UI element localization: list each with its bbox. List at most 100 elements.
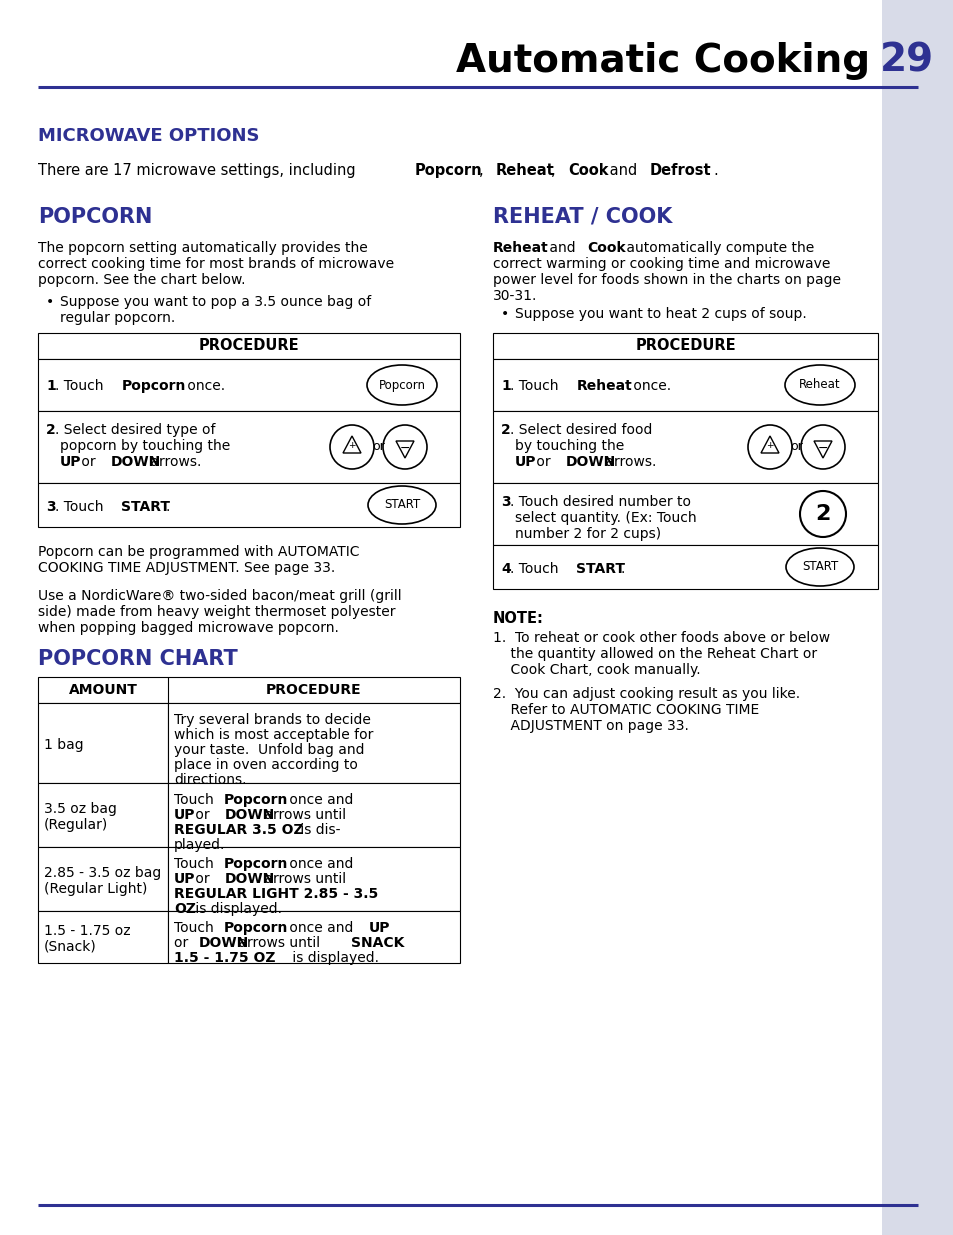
Text: Popcorn can be programmed with AUTOMATIC: Popcorn can be programmed with AUTOMATIC [38,545,359,559]
Text: . Select desired food: . Select desired food [509,424,652,437]
FancyBboxPatch shape [493,483,877,545]
Text: +: + [348,441,355,450]
Text: Reheat: Reheat [576,379,632,393]
Text: or: or [372,441,384,453]
Text: once and: once and [285,857,354,871]
Text: DOWN: DOWN [111,454,161,469]
Text: . Touch: . Touch [54,500,108,514]
Text: . Touch: . Touch [509,562,562,576]
Text: .: . [619,562,624,576]
Text: or: or [532,454,555,469]
Text: by touching the: by touching the [515,438,623,453]
Text: directions.: directions. [173,773,246,787]
Text: Popcorn: Popcorn [224,793,288,806]
Text: OZ: OZ [173,902,195,916]
Text: Reheat: Reheat [799,378,840,391]
Text: 3.5 oz bag: 3.5 oz bag [44,802,117,816]
Text: . Select desired type of: . Select desired type of [54,424,215,437]
Text: Popcorn: Popcorn [224,857,288,871]
Text: +: + [765,441,773,450]
Text: START: START [121,500,171,514]
FancyBboxPatch shape [493,545,877,589]
Text: select quantity. (Ex: Touch: select quantity. (Ex: Touch [515,511,696,525]
Text: DOWN: DOWN [225,872,274,885]
Text: (Regular): (Regular) [44,818,108,832]
FancyBboxPatch shape [493,411,877,483]
Text: 3: 3 [500,495,510,509]
Text: DOWN: DOWN [225,808,274,823]
Text: Suppose you want to heat 2 cups of soup.: Suppose you want to heat 2 cups of soup. [515,308,806,321]
Text: REHEAT / COOK: REHEAT / COOK [493,207,672,227]
Text: once and: once and [285,921,357,935]
Text: ,: , [478,163,487,178]
Text: Popcorn: Popcorn [224,921,288,935]
Text: 29: 29 [879,42,933,80]
Text: Cook: Cook [586,241,625,254]
Text: arrows until: arrows until [259,872,346,885]
Text: PROCEDURE: PROCEDURE [198,338,299,353]
Text: number 2 for 2 cups): number 2 for 2 cups) [515,527,660,541]
FancyBboxPatch shape [38,677,459,703]
Text: Use a NordicWare® two-sided bacon/meat grill (grill: Use a NordicWare® two-sided bacon/meat g… [38,589,401,603]
Ellipse shape [368,487,436,524]
Text: Defrost: Defrost [648,163,710,178]
Text: Suppose you want to pop a 3.5 ounce bag of: Suppose you want to pop a 3.5 ounce bag … [60,295,371,309]
Text: popcorn by touching the: popcorn by touching the [60,438,230,453]
Text: the quantity allowed on the Reheat Chart or: the quantity allowed on the Reheat Chart… [493,647,817,661]
Text: 1.  To reheat or cook other foods above or below: 1. To reheat or cook other foods above o… [493,631,829,645]
Text: MICROWAVE OPTIONS: MICROWAVE OPTIONS [38,127,259,144]
Text: 1.5 - 1.75 oz: 1.5 - 1.75 oz [44,924,131,939]
FancyBboxPatch shape [38,359,459,411]
Text: Popcorn: Popcorn [121,379,186,393]
Text: power level for foods shown in the charts on page: power level for foods shown in the chart… [493,273,841,287]
Text: •: • [46,295,54,309]
Text: DOWN: DOWN [199,936,249,950]
Text: or: or [77,454,100,469]
Polygon shape [760,436,779,453]
Text: or: or [173,936,193,950]
Text: . Touch desired number to: . Touch desired number to [509,495,690,509]
Text: ADJUSTMENT on page 33.: ADJUSTMENT on page 33. [493,719,688,734]
Text: and: and [545,241,579,254]
Text: COOKING TIME ADJUSTMENT. See page 33.: COOKING TIME ADJUSTMENT. See page 33. [38,561,335,576]
Circle shape [747,425,791,469]
Text: (Snack): (Snack) [44,940,96,953]
Text: once and: once and [285,793,354,806]
Text: −: − [399,441,410,454]
Text: is displayed.: is displayed. [288,951,378,965]
Text: Cook: Cook [568,163,609,178]
Polygon shape [395,441,414,458]
Text: −: − [817,441,827,454]
FancyBboxPatch shape [38,703,168,783]
Text: arrows until: arrows until [233,936,324,950]
Circle shape [800,492,845,537]
Text: AMOUNT: AMOUNT [69,683,137,697]
Text: UP: UP [173,808,195,823]
Text: is dis-: is dis- [296,823,340,837]
Text: is displayed.: is displayed. [192,902,282,916]
Text: Touch: Touch [173,857,218,871]
Text: There are 17 microwave settings, including: There are 17 microwave settings, includi… [38,163,360,178]
Text: PROCEDURE: PROCEDURE [266,683,361,697]
Text: 1 bag: 1 bag [44,739,84,752]
FancyBboxPatch shape [38,333,459,359]
Text: and: and [605,163,641,178]
Text: UP: UP [173,872,195,885]
Text: when popping bagged microwave popcorn.: when popping bagged microwave popcorn. [38,621,338,635]
Text: or: or [192,808,214,823]
Text: popcorn. See the chart below.: popcorn. See the chart below. [38,273,245,287]
Text: played.: played. [173,839,225,852]
Text: or: or [789,441,802,453]
Text: REGULAR 3.5 OZ: REGULAR 3.5 OZ [173,823,303,837]
Polygon shape [813,441,831,458]
Text: NOTE:: NOTE: [493,611,543,626]
Text: UP: UP [368,921,390,935]
Text: .: . [165,500,170,514]
Polygon shape [343,436,360,453]
Text: Reheat: Reheat [493,241,548,254]
Text: 30-31.: 30-31. [493,289,537,303]
Text: DOWN: DOWN [565,454,616,469]
Text: arrows.: arrows. [146,454,201,469]
Text: SNACK: SNACK [351,936,404,950]
Text: arrows.: arrows. [600,454,656,469]
